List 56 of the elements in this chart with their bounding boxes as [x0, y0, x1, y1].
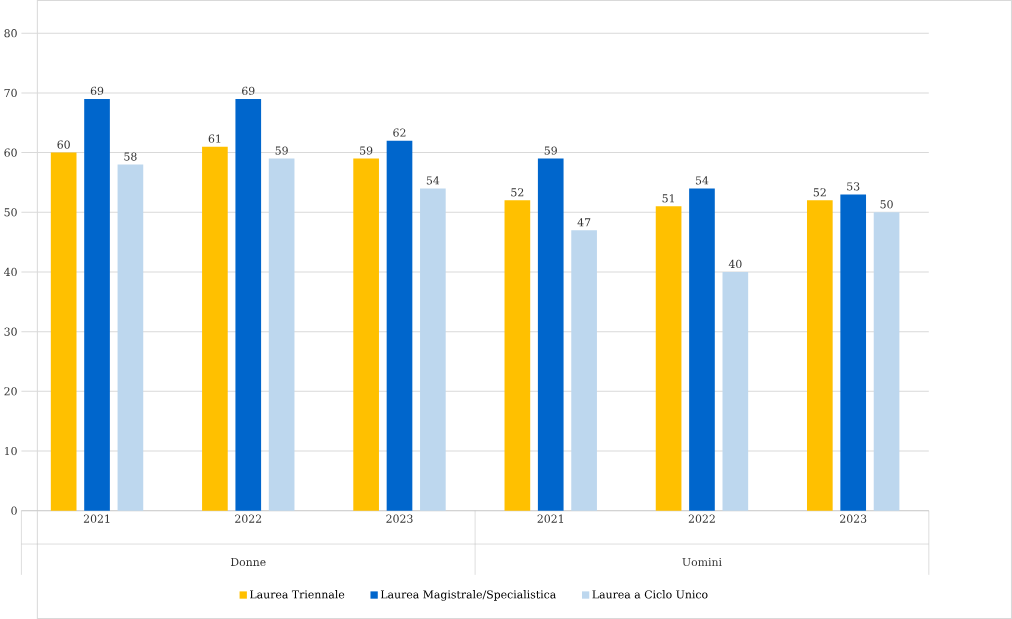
text: Uomini	[682, 557, 722, 567]
text: Donne	[230, 557, 266, 567]
bar	[353, 158, 379, 511]
data-label: 61	[208, 134, 221, 143]
legend-label: Laurea Magistrale/Specialistica	[380, 590, 556, 601]
bar	[420, 188, 446, 511]
bar	[655, 206, 682, 511]
legend-label: Laurea a Ciclo Unico	[592, 590, 708, 599]
bar	[504, 200, 531, 511]
y-tick-label: 30	[4, 327, 17, 336]
legend-label: Laurea Triennale	[250, 590, 345, 599]
bar	[268, 158, 295, 511]
y-tick-label: 80	[4, 29, 17, 38]
data-label: 53	[847, 182, 860, 191]
data-label: 59	[360, 146, 373, 155]
y-tick-label: 50	[4, 208, 17, 217]
x-tick-label: 2021	[537, 514, 564, 523]
y-tick-label: 70	[4, 88, 17, 98]
data-label: 54	[695, 176, 709, 185]
y-tick-label: 0	[11, 506, 17, 515]
data-label: 69	[90, 86, 104, 95]
y-tick-label: 60	[4, 148, 17, 157]
x-tick-label: 2022	[688, 514, 715, 523]
bar	[806, 200, 833, 511]
data-label: 59	[275, 146, 288, 155]
data-label: 62	[393, 128, 406, 137]
bar	[235, 98, 262, 511]
bar	[202, 146, 228, 511]
x-tick-label: 2021	[83, 514, 110, 523]
bar	[722, 271, 749, 511]
x-tick-label: 2023	[386, 514, 413, 523]
data-label: 52	[813, 188, 826, 197]
bar	[537, 158, 564, 511]
bar	[873, 212, 900, 511]
bar	[50, 152, 77, 511]
data-label: 47	[577, 218, 591, 227]
data-label: 40	[728, 259, 742, 269]
data-label: 58	[124, 152, 137, 161]
bar	[571, 230, 597, 511]
data-label: 52	[511, 188, 524, 197]
bar	[117, 164, 144, 511]
x-tick-label: 2022	[235, 514, 262, 523]
data-label: 69	[242, 86, 255, 95]
bar	[840, 194, 867, 511]
y-tick-label: 20	[4, 387, 17, 396]
data-label: 60	[57, 140, 70, 149]
data-label: 50	[880, 200, 893, 209]
data-label: 59	[544, 146, 557, 155]
x-tick-label: 2023	[840, 514, 867, 523]
bar	[689, 188, 715, 511]
bar	[84, 98, 110, 511]
y-tick-label: 40	[3, 267, 17, 277]
y-tick-label: 10	[4, 446, 17, 456]
data-label: 51	[662, 194, 674, 203]
data-label: 54	[426, 176, 440, 185]
bar	[386, 140, 413, 511]
